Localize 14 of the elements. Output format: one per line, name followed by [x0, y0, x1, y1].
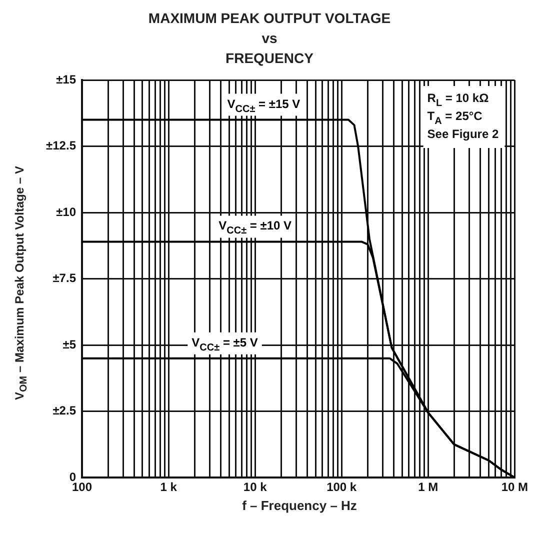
x-tick-label: 1 k	[160, 480, 178, 494]
y-tick-label: ±10	[56, 204, 76, 219]
annotation: See Figure 2	[427, 127, 499, 141]
y-tick-label: ±15	[56, 72, 76, 86]
y-tick-label: ±5	[62, 337, 76, 352]
x-tick-label: 10 M	[501, 480, 528, 494]
x-tick-label: 100 k	[326, 480, 357, 494]
y-tick-label: ±12.5	[46, 138, 76, 153]
x-tick-label: 1 M	[418, 480, 438, 494]
y-tick-label: ±2.5	[52, 404, 76, 418]
x-tick-label: 10 k	[243, 480, 268, 494]
chart-title: MAXIMUM PEAK OUTPUT VOLTAGE vs FREQUENCY	[147, 9, 392, 68]
x-axis-title: f – Frequency – Hz	[241, 498, 358, 513]
y-tick-label: ±7.5	[52, 271, 76, 286]
